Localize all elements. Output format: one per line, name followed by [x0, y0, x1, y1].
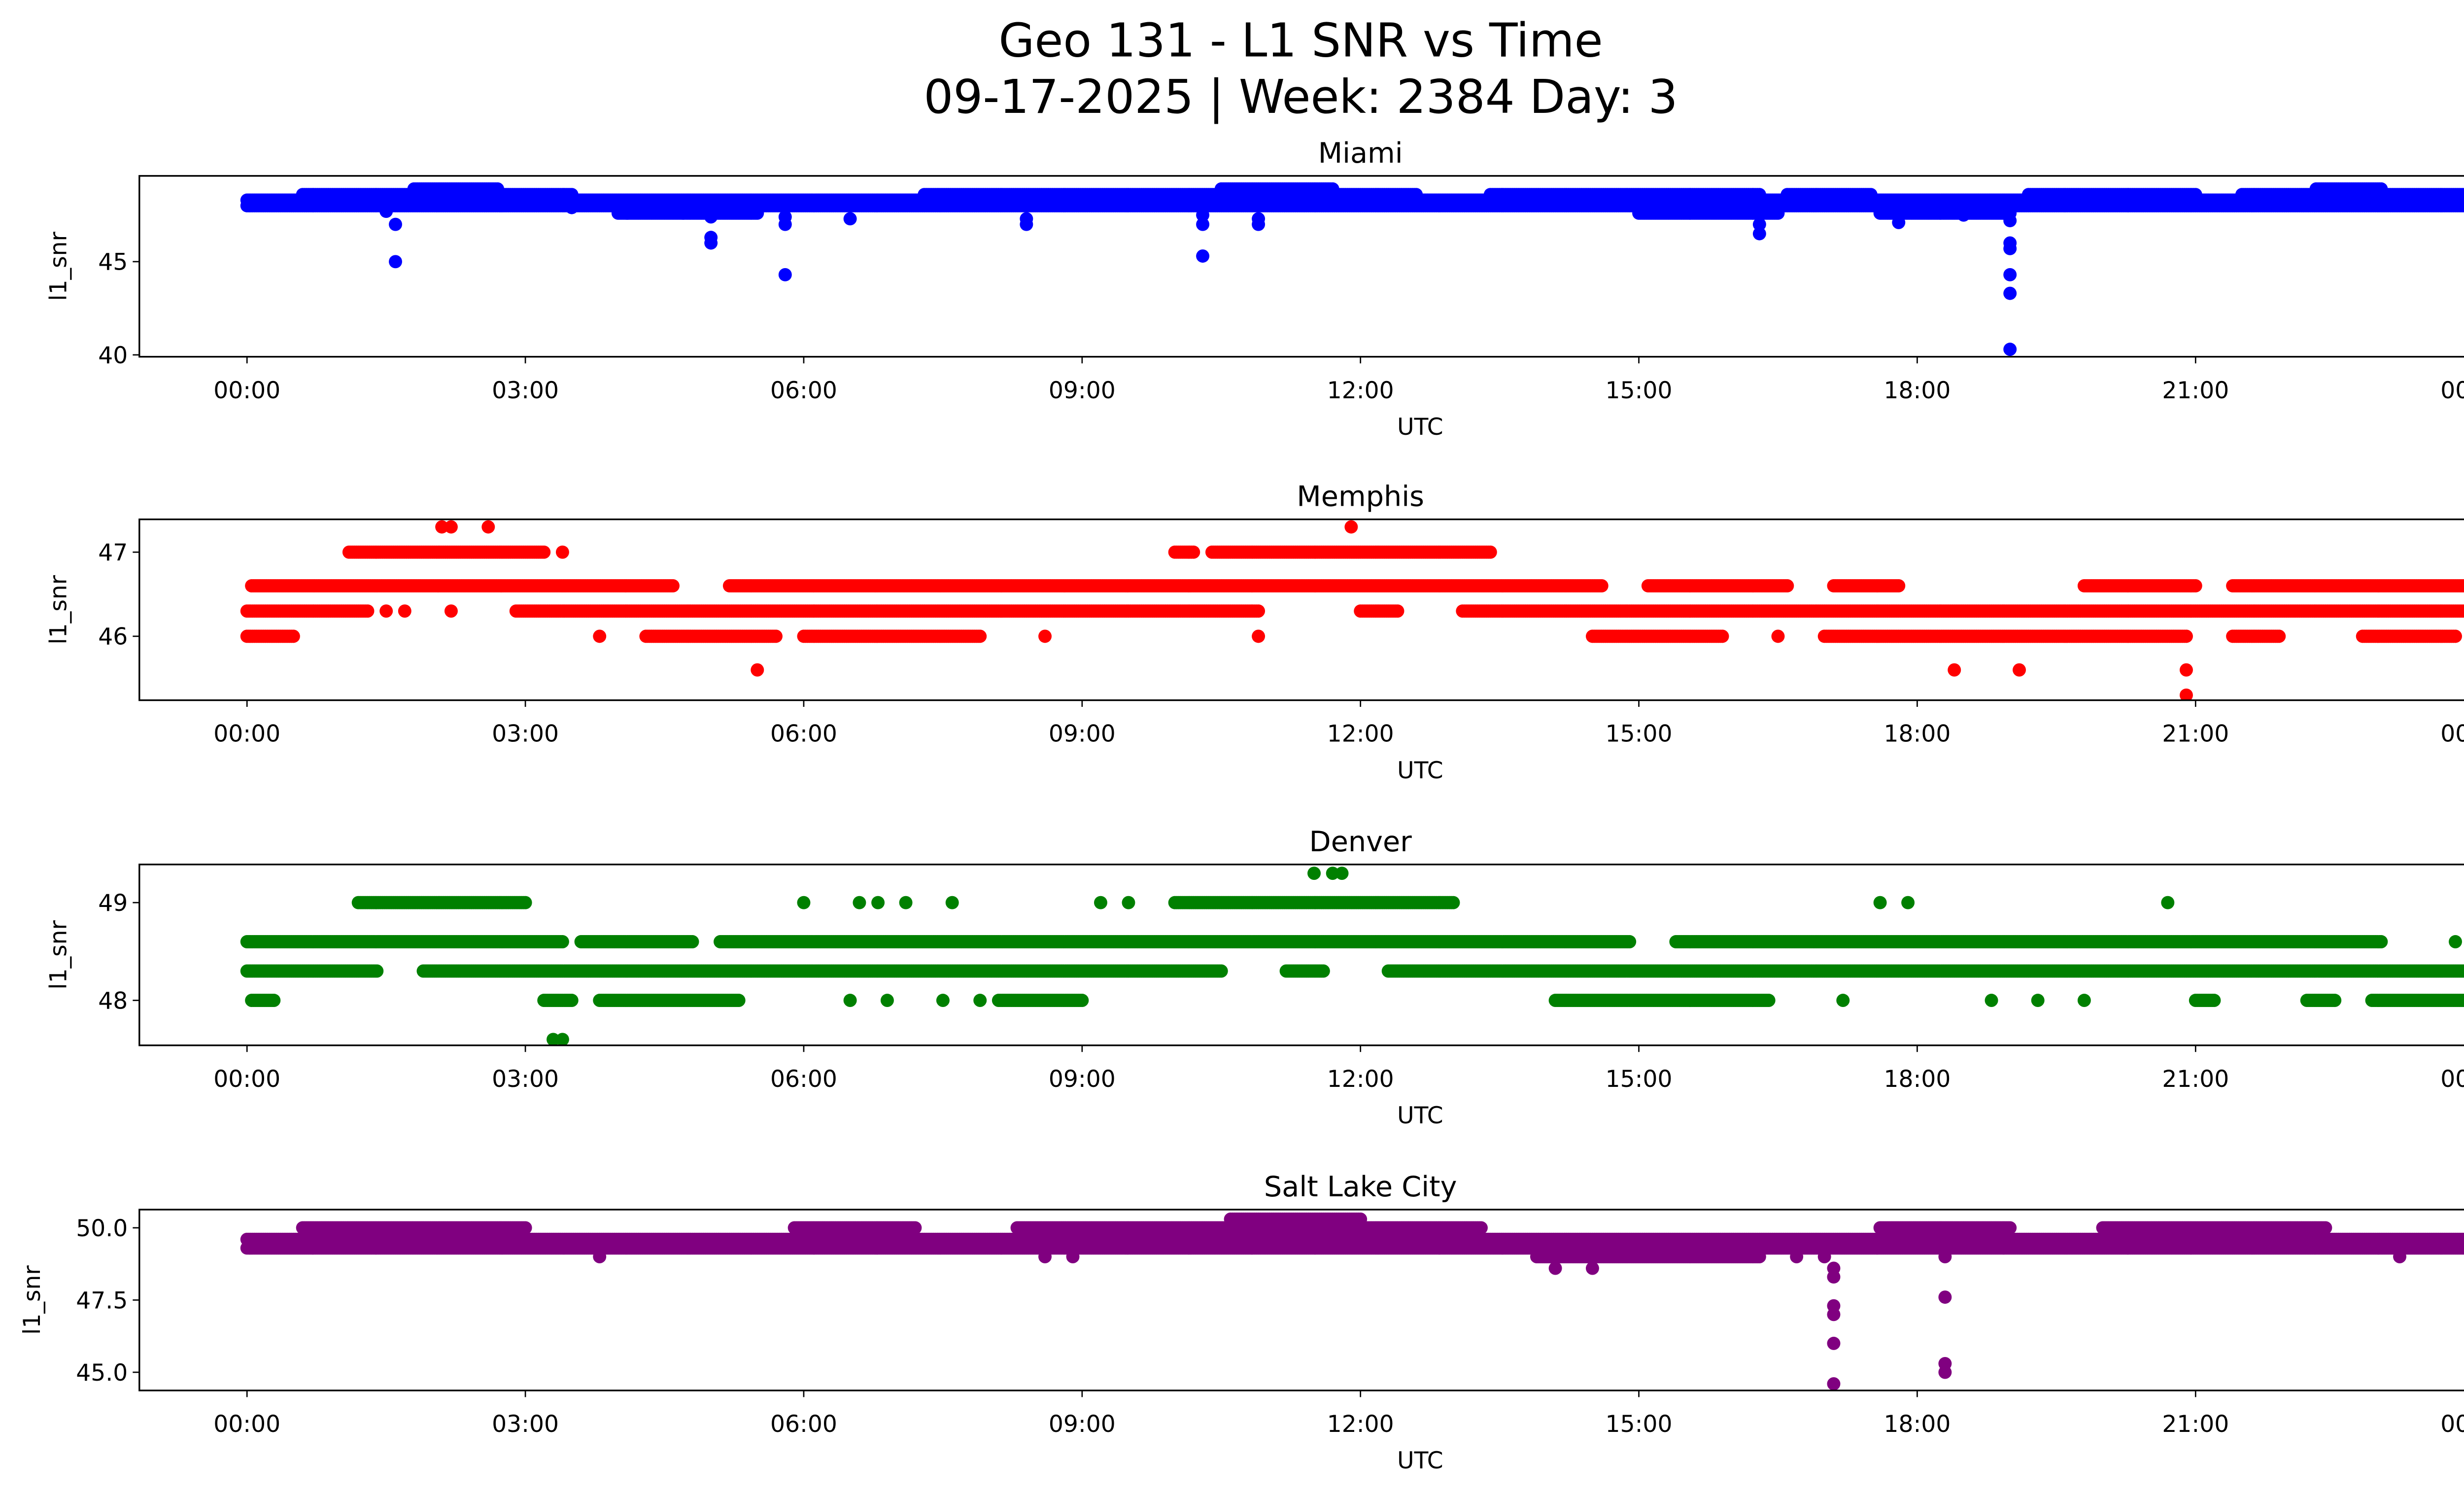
outlier-point [1752, 217, 1766, 231]
chart-title: Geo 131 - L1 SNR vs Time [998, 14, 1603, 68]
outlier-point [1196, 217, 1210, 231]
outlier-point [1196, 249, 1210, 263]
chart-subtitle: 09-17-2025 | Week: 2384 Day: 3 [924, 70, 1677, 124]
outlier-point [2003, 214, 2017, 228]
data-point [769, 629, 783, 643]
data-point [1752, 188, 1766, 202]
outlier-point [1752, 227, 1766, 241]
x-tick-label: 21:00 [2162, 377, 2229, 404]
outlier-point [1892, 215, 1906, 229]
data-point [1771, 206, 1785, 220]
data-point [2449, 629, 2462, 643]
data-points [240, 520, 2464, 700]
outlier-point [704, 236, 718, 250]
data-point [1391, 604, 1404, 618]
x-tick-label: 15:00 [1606, 377, 1673, 404]
panel-title: Miami [1318, 137, 1403, 170]
data-point [973, 629, 987, 643]
outlier-point [389, 217, 402, 231]
x-tick-label: 18:00 [1884, 377, 1951, 404]
data-point [1864, 188, 1878, 202]
data-point [361, 604, 375, 618]
data-point [751, 206, 764, 220]
outlier-point [1020, 217, 1033, 231]
outlier-point [704, 210, 718, 224]
x-tick-label: 12:00 [1327, 377, 1394, 404]
panel-title: Memphis [1297, 481, 1424, 513]
data-point [2458, 188, 2464, 202]
data-point [1252, 604, 1266, 618]
outlier-point [778, 217, 792, 231]
y-tick-label: 45 [98, 249, 128, 276]
outlier-point [620, 206, 634, 220]
x-tick-label: 03:00 [492, 377, 559, 404]
data-point [1409, 188, 1423, 202]
data-point [2180, 629, 2193, 643]
x-tick-label: 00:00 [213, 377, 280, 404]
outlier-point [2003, 242, 2017, 255]
outlier-point [1196, 208, 1210, 222]
outlier-point [2003, 343, 2017, 356]
data-point [2272, 629, 2286, 643]
y-tick-label: 40 [98, 342, 128, 369]
outlier-point [676, 206, 690, 220]
outlier-point [2003, 286, 2017, 300]
x-tick-label: 00:00 [2440, 377, 2464, 404]
y-axis-label: l1_snr [45, 231, 72, 301]
data-point [1326, 182, 1339, 196]
outlier-point [843, 212, 857, 226]
outlier-point [2003, 268, 2017, 281]
x-tick-label: 09:00 [1049, 377, 1116, 404]
data-point [286, 629, 300, 643]
data-point [565, 188, 579, 202]
x-axis-label: UTC [1397, 414, 1443, 441]
outlier-point [389, 255, 402, 269]
data-points [240, 182, 2464, 356]
outlier-point [1957, 208, 1971, 222]
outlier-point [778, 268, 792, 281]
outlier-point [565, 201, 579, 214]
data-point [2189, 188, 2202, 202]
data-point [2374, 182, 2388, 196]
data-point [1715, 629, 1729, 643]
outlier-point [1252, 217, 1266, 231]
panel-miami: Miami 40 45 00:00 03:00 06:00 09:00 12:00 15:00 1… [45, 137, 2464, 441]
data-point [491, 182, 505, 196]
outlier-point [379, 205, 393, 218]
x-tick-label: 06:00 [770, 377, 837, 404]
